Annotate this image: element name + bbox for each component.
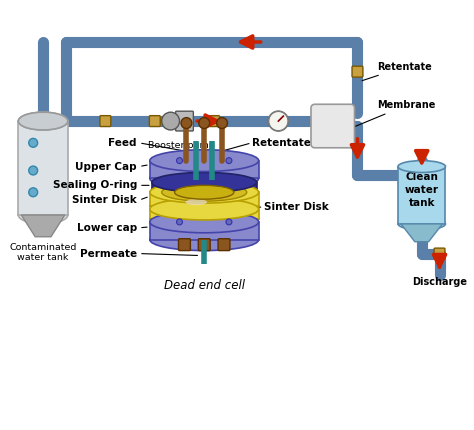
Text: Upper Cap: Upper Cap <box>75 162 137 172</box>
Ellipse shape <box>150 211 259 233</box>
Ellipse shape <box>150 229 259 251</box>
Ellipse shape <box>398 161 446 172</box>
FancyBboxPatch shape <box>352 66 363 77</box>
Text: Discharge: Discharge <box>412 277 467 287</box>
Ellipse shape <box>185 199 207 205</box>
FancyBboxPatch shape <box>209 116 219 126</box>
Polygon shape <box>401 224 443 242</box>
Text: Membrane: Membrane <box>349 100 436 129</box>
FancyBboxPatch shape <box>175 111 193 131</box>
Circle shape <box>29 138 37 147</box>
Text: Lower cap: Lower cap <box>77 223 137 233</box>
Ellipse shape <box>162 183 247 201</box>
Text: Booster pump: Booster pump <box>148 141 215 150</box>
FancyBboxPatch shape <box>218 239 230 251</box>
Polygon shape <box>150 192 259 206</box>
Text: Sealing O-ring: Sealing O-ring <box>53 180 137 190</box>
Ellipse shape <box>152 172 256 192</box>
FancyBboxPatch shape <box>149 116 160 126</box>
Text: Retentate: Retentate <box>252 138 310 148</box>
Polygon shape <box>152 182 256 189</box>
FancyBboxPatch shape <box>100 116 111 126</box>
Text: Retentate: Retentate <box>362 61 432 81</box>
Ellipse shape <box>18 112 68 130</box>
Circle shape <box>199 118 210 129</box>
Text: Sinter Disk: Sinter Disk <box>264 202 328 212</box>
FancyBboxPatch shape <box>198 239 210 251</box>
Circle shape <box>217 118 228 129</box>
Ellipse shape <box>150 181 259 203</box>
Circle shape <box>181 118 192 129</box>
Polygon shape <box>150 209 259 219</box>
Circle shape <box>226 158 232 163</box>
FancyBboxPatch shape <box>179 239 191 251</box>
Text: Feed: Feed <box>109 138 137 148</box>
Polygon shape <box>398 166 446 224</box>
Ellipse shape <box>150 150 259 172</box>
FancyBboxPatch shape <box>311 104 355 148</box>
Text: Sinter Disk: Sinter Disk <box>72 195 137 205</box>
Ellipse shape <box>18 112 68 130</box>
Circle shape <box>176 158 182 163</box>
Circle shape <box>29 166 37 175</box>
Polygon shape <box>21 215 65 237</box>
Ellipse shape <box>150 168 259 189</box>
Ellipse shape <box>150 198 259 220</box>
Circle shape <box>176 219 182 225</box>
Polygon shape <box>150 161 259 178</box>
Ellipse shape <box>164 194 244 214</box>
Text: Dead end cell: Dead end cell <box>164 279 245 292</box>
Text: Contaminated
water tank: Contaminated water tank <box>9 243 77 262</box>
Circle shape <box>226 219 232 225</box>
Circle shape <box>29 188 37 197</box>
Ellipse shape <box>150 208 259 230</box>
Polygon shape <box>150 222 259 240</box>
Ellipse shape <box>150 195 259 217</box>
Text: Clean
water
tank: Clean water tank <box>405 172 439 209</box>
Circle shape <box>162 112 180 130</box>
Text: Permeate: Permeate <box>80 249 137 258</box>
Circle shape <box>268 111 288 131</box>
Ellipse shape <box>174 185 234 199</box>
Polygon shape <box>18 121 68 215</box>
FancyBboxPatch shape <box>434 248 445 259</box>
Ellipse shape <box>18 206 68 224</box>
Ellipse shape <box>398 218 446 230</box>
Ellipse shape <box>152 179 256 199</box>
